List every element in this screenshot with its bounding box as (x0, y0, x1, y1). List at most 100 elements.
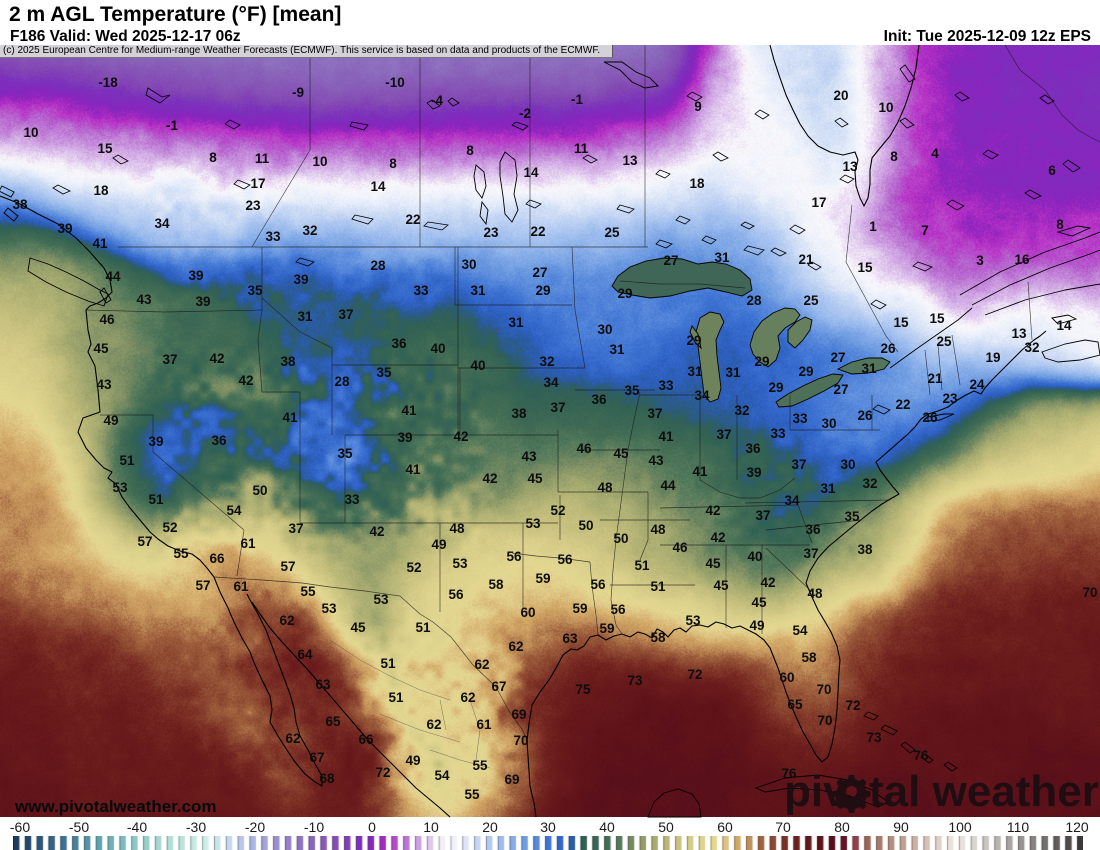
svg-text:15: 15 (97, 141, 113, 156)
svg-text:73: 73 (866, 730, 882, 745)
svg-text:1: 1 (869, 219, 877, 234)
svg-text:8: 8 (209, 150, 217, 165)
svg-text:45: 45 (350, 620, 366, 635)
svg-text:19: 19 (985, 350, 1000, 365)
svg-text:41: 41 (282, 410, 298, 425)
svg-text:75: 75 (575, 682, 591, 697)
svg-text:28: 28 (746, 293, 762, 308)
svg-text:26: 26 (922, 410, 938, 425)
svg-text:-2: -2 (519, 106, 531, 121)
svg-text:23: 23 (245, 198, 261, 213)
svg-text:www.pivotalweather.com: www.pivotalweather.com (14, 797, 217, 816)
svg-text:26: 26 (880, 341, 896, 356)
svg-text:14: 14 (523, 165, 539, 180)
svg-text:8: 8 (890, 149, 898, 164)
svg-text:31: 31 (714, 250, 730, 265)
svg-text:11: 11 (255, 151, 270, 166)
svg-text:51: 51 (148, 492, 164, 507)
svg-text:28: 28 (370, 258, 386, 273)
svg-text:70: 70 (513, 733, 528, 748)
svg-text:31: 31 (820, 481, 836, 496)
svg-text:39: 39 (148, 434, 163, 449)
svg-text:59: 59 (599, 621, 614, 636)
svg-text:17: 17 (250, 176, 265, 191)
svg-text:43: 43 (648, 453, 664, 468)
svg-text:50: 50 (578, 518, 593, 533)
svg-text:-9: -9 (292, 85, 304, 100)
svg-text:54: 54 (792, 623, 808, 638)
svg-text:13: 13 (842, 159, 858, 174)
svg-text:73: 73 (627, 673, 643, 688)
svg-text:51: 51 (388, 690, 404, 705)
svg-text:50: 50 (252, 483, 267, 498)
svg-text:17: 17 (811, 195, 826, 210)
svg-text:45: 45 (613, 446, 629, 461)
svg-text:13: 13 (622, 153, 638, 168)
svg-text:9: 9 (694, 99, 702, 114)
svg-text:49: 49 (405, 753, 420, 768)
svg-text:36: 36 (805, 522, 821, 537)
svg-text:38: 38 (280, 354, 296, 369)
svg-text:53: 53 (373, 592, 389, 607)
svg-text:33: 33 (792, 411, 808, 426)
svg-text:26: 26 (857, 408, 873, 423)
svg-text:62: 62 (279, 613, 294, 628)
svg-text:66: 66 (209, 551, 225, 566)
svg-text:37: 37 (791, 457, 806, 472)
svg-text:41: 41 (401, 403, 417, 418)
svg-text:39: 39 (746, 465, 761, 480)
svg-text:42: 42 (369, 524, 384, 539)
svg-text:53: 53 (321, 601, 337, 616)
svg-text:72: 72 (845, 698, 860, 713)
svg-text:31: 31 (470, 283, 486, 298)
svg-text:37: 37 (647, 406, 662, 421)
svg-text:15: 15 (929, 311, 945, 326)
svg-text:51: 51 (380, 656, 396, 671)
svg-text:46: 46 (576, 441, 592, 456)
svg-text:10: 10 (312, 154, 327, 169)
svg-text:48: 48 (597, 480, 613, 495)
svg-text:42: 42 (453, 429, 468, 444)
svg-text:8: 8 (1056, 217, 1064, 232)
svg-text:tal weather: tal weather (869, 767, 1099, 816)
svg-text:8: 8 (466, 143, 474, 158)
svg-text:27: 27 (663, 253, 678, 268)
svg-text:-18: -18 (98, 75, 118, 90)
svg-text:22: 22 (895, 397, 910, 412)
svg-text:21: 21 (798, 252, 814, 267)
svg-text:35: 35 (247, 283, 263, 298)
svg-text:56: 56 (448, 587, 464, 602)
svg-text:67: 67 (491, 679, 506, 694)
svg-text:34: 34 (543, 375, 559, 390)
svg-text:27: 27 (833, 382, 848, 397)
svg-text:50: 50 (613, 531, 628, 546)
svg-text:28: 28 (334, 374, 350, 389)
svg-text:51: 51 (415, 620, 431, 635)
svg-text:36: 36 (745, 441, 761, 456)
svg-text:37: 37 (338, 307, 353, 322)
svg-text:69: 69 (511, 707, 526, 722)
svg-text:56: 56 (506, 549, 522, 564)
svg-text:76: 76 (913, 748, 929, 763)
svg-text:25: 25 (604, 225, 620, 240)
svg-text:33: 33 (770, 426, 786, 441)
svg-text:72: 72 (687, 667, 702, 682)
svg-text:40: 40 (747, 549, 762, 564)
svg-text:72: 72 (375, 765, 390, 780)
svg-text:37: 37 (755, 508, 770, 523)
svg-text:15: 15 (857, 260, 873, 275)
svg-text:42: 42 (760, 575, 775, 590)
svg-text:52: 52 (550, 503, 565, 518)
svg-text:30: 30 (461, 257, 476, 272)
svg-text:18: 18 (93, 183, 109, 198)
svg-text:10: 10 (23, 125, 38, 140)
svg-text:41: 41 (405, 462, 421, 477)
svg-text:-1: -1 (571, 92, 583, 107)
svg-text:43: 43 (521, 449, 537, 464)
svg-text:22: 22 (405, 212, 420, 227)
svg-text:45: 45 (705, 556, 721, 571)
svg-text:45: 45 (713, 578, 729, 593)
svg-text:34: 34 (694, 388, 710, 403)
svg-text:30: 30 (840, 457, 855, 472)
svg-text:37: 37 (550, 400, 565, 415)
